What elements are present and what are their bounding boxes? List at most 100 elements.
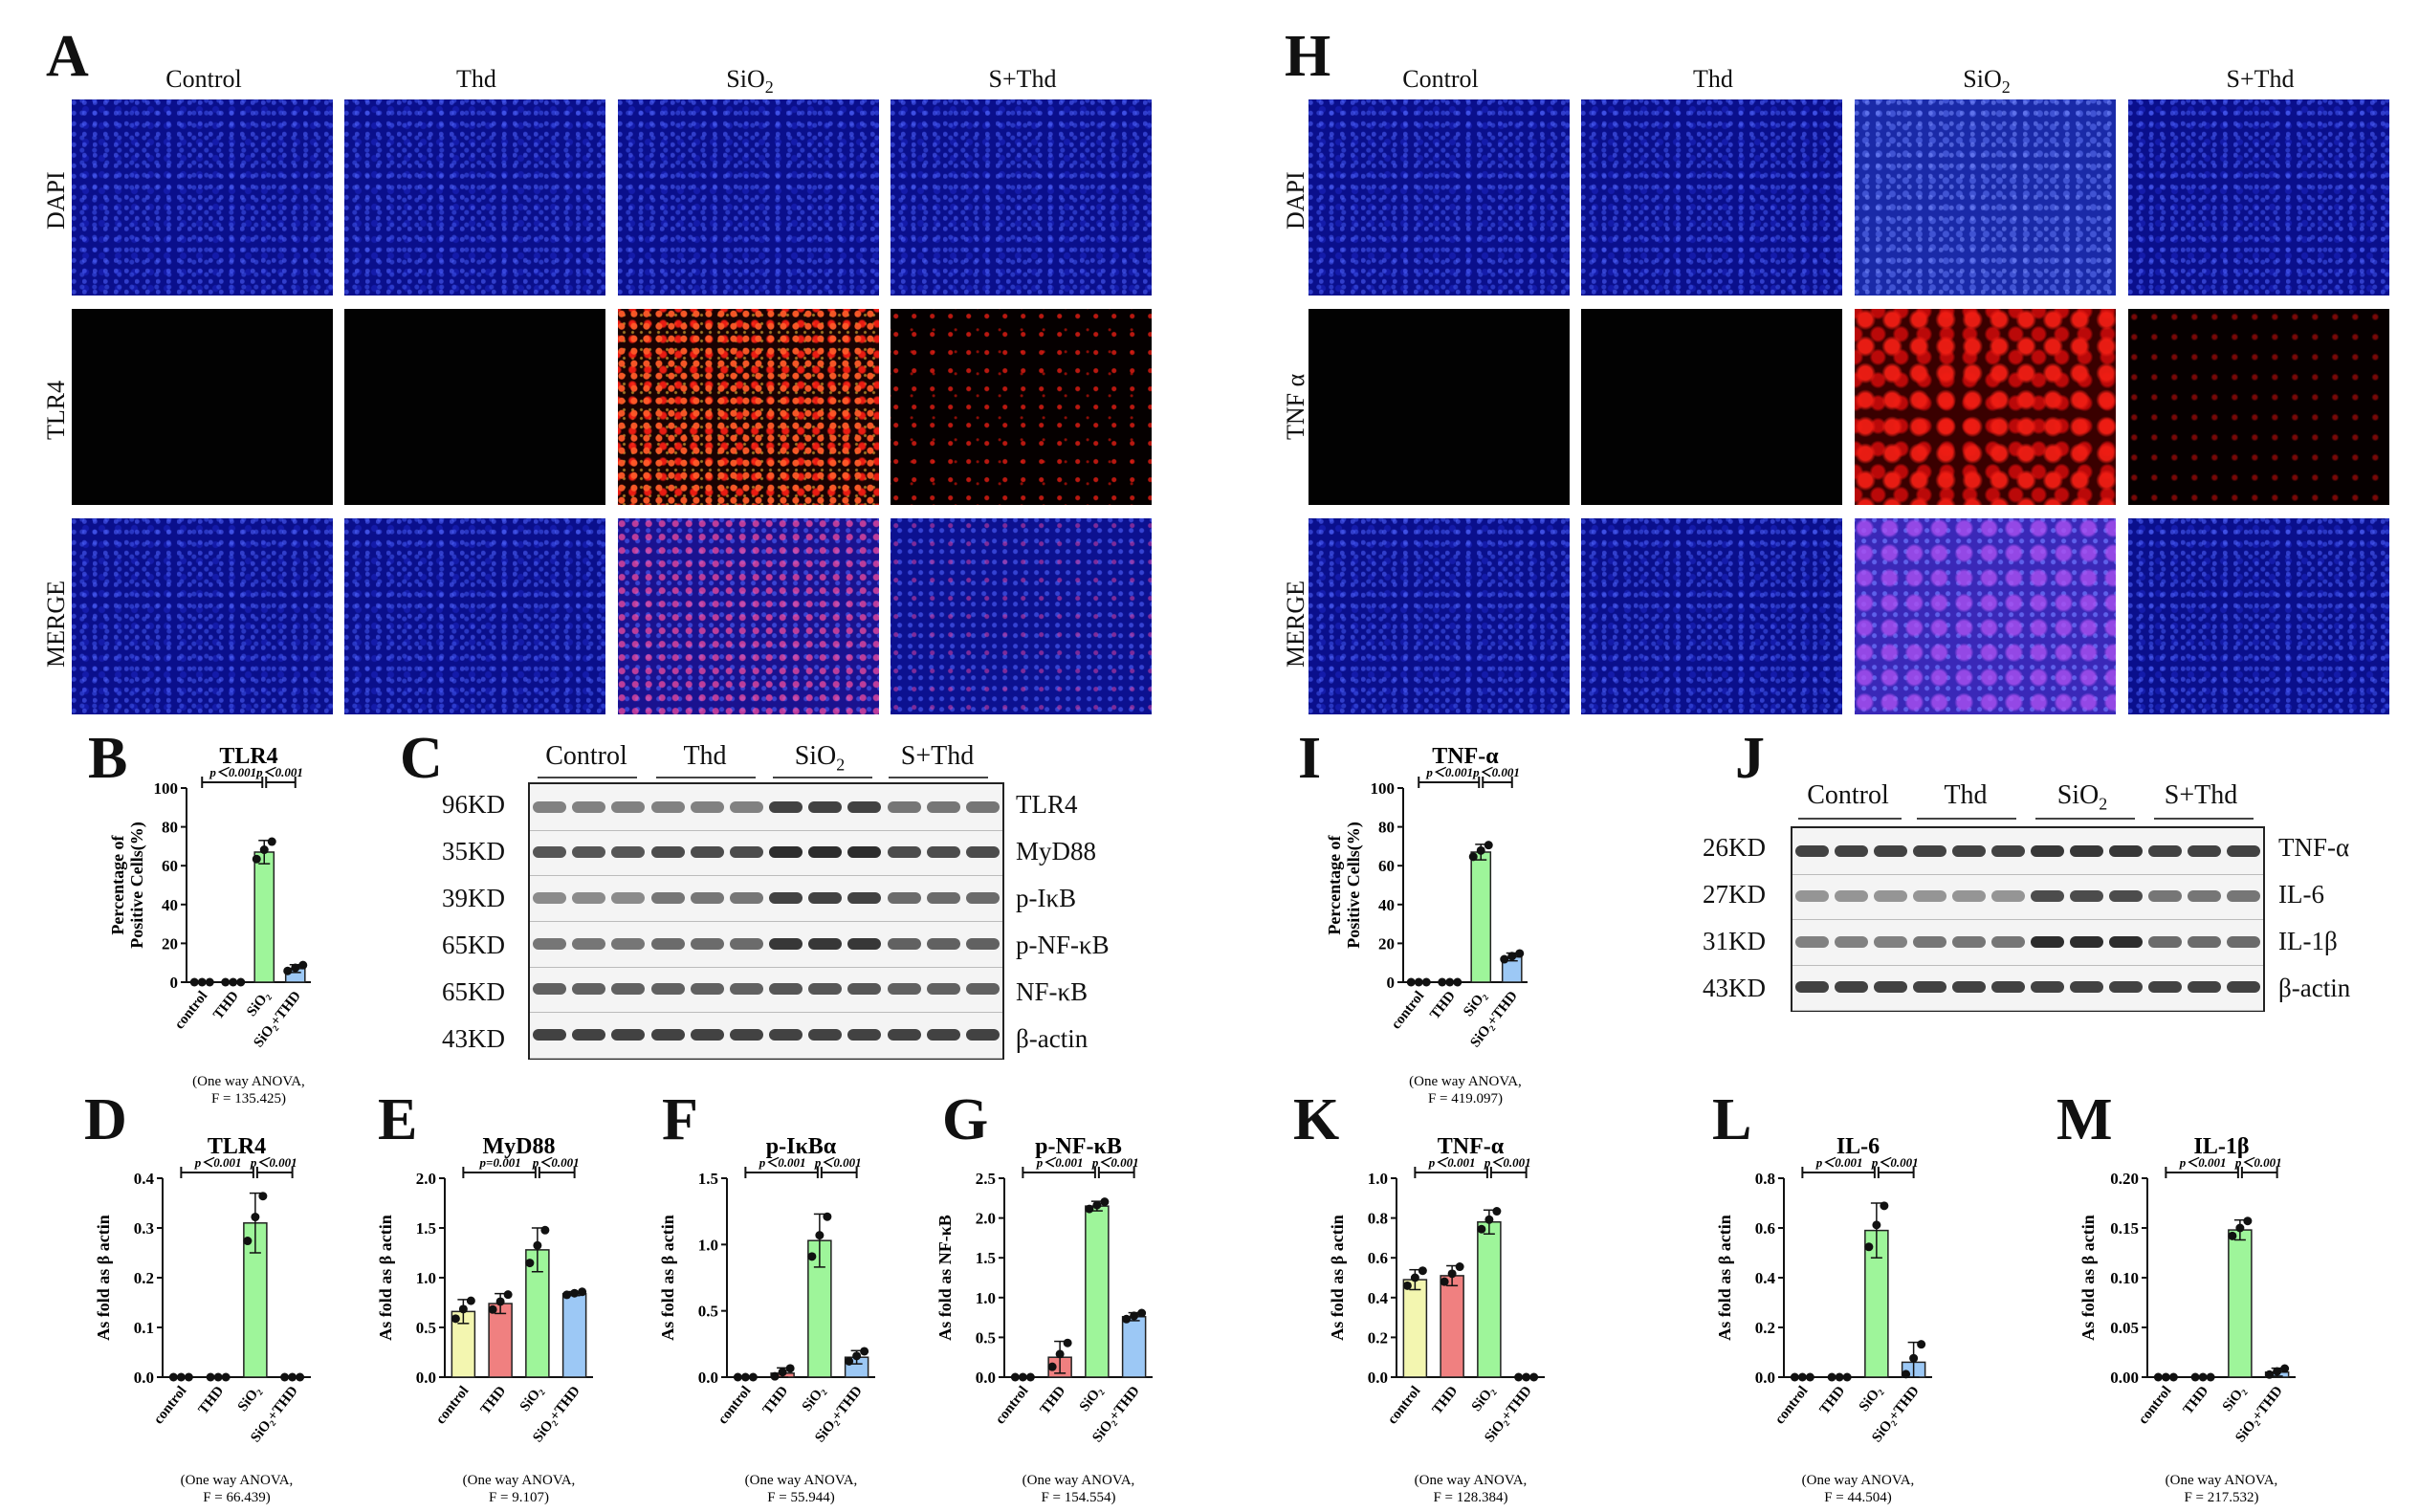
blot-band <box>533 892 567 905</box>
data-point <box>525 1259 535 1268</box>
image-dapi-control <box>72 99 333 296</box>
y-tick-label: 0.5 <box>698 1303 718 1321</box>
data-point <box>1880 1201 1889 1211</box>
x-tick-label: THD <box>478 1383 510 1417</box>
blot-band <box>690 1029 724 1041</box>
data-point <box>205 977 214 987</box>
blot-band <box>808 1029 843 1041</box>
anova-note: F = 217.532) <box>2184 1490 2258 1505</box>
data-point <box>2206 1372 2215 1382</box>
p-value-label: p＜0.001 <box>194 1155 242 1170</box>
data-point <box>1085 1204 1094 1214</box>
blot-band <box>1795 981 1829 994</box>
blot-band-row <box>1792 919 2263 966</box>
data-point <box>213 1372 223 1382</box>
blot-band <box>926 800 960 813</box>
blot-band <box>611 800 646 813</box>
blot-band-row <box>530 967 1002 1014</box>
blot-band <box>926 892 960 905</box>
blot-band <box>650 846 685 859</box>
x-tick-label: SiO₂ <box>244 988 274 1019</box>
anova-note: (One way ANOVA, <box>1409 1074 1522 1089</box>
data-point <box>1797 1372 1807 1382</box>
blot-band <box>729 892 763 905</box>
anova-note: (One way ANOVA, <box>745 1473 858 1488</box>
data-point <box>1440 1277 1449 1286</box>
blot-band-row <box>530 784 1002 831</box>
blot-band <box>2148 935 2182 948</box>
blot-band <box>887 800 921 813</box>
data-point <box>259 845 269 855</box>
col-label-s-thd: S+Thd <box>2226 65 2295 93</box>
data-point <box>1477 1224 1486 1234</box>
wb-group-thd: Thd <box>1944 780 1988 810</box>
anova-note: F = 9.107) <box>489 1490 549 1505</box>
x-tick-label: SiO₂ <box>235 1383 265 1414</box>
blot-band <box>533 846 567 859</box>
data-point <box>2168 1372 2178 1382</box>
blot-band <box>847 983 882 996</box>
data-point <box>466 1296 475 1305</box>
panel-letter-L: L <box>1712 1087 1752 1152</box>
image-merge-thd <box>344 518 605 714</box>
y-tick-label: 0.3 <box>134 1219 154 1238</box>
chart-B-tlr4-positive-cells: TLR4 Percentage ofPositive Cells(%) 0 20 40 6… <box>108 744 311 1107</box>
image-merge-s-thd <box>891 518 1152 714</box>
y-tick-label: 0.0 <box>698 1369 718 1387</box>
blot-band <box>1991 844 2025 857</box>
chart-title: TNF-α <box>1438 1134 1505 1159</box>
data-point <box>458 1304 468 1314</box>
panel-letter-J: J <box>1735 726 1765 791</box>
x-tick-label: THD <box>1038 1383 1069 1417</box>
row-label-tnf: TNF α <box>1282 373 1309 440</box>
image-tlr4-thd <box>344 309 605 505</box>
x-tick-label: control <box>433 1384 473 1428</box>
x-tick-label: THD <box>196 1383 228 1417</box>
panel-letter-F: F <box>662 1087 698 1152</box>
panel-letter-E: E <box>378 1087 418 1152</box>
blot-band-row <box>1792 874 2263 920</box>
wb-group-line <box>2154 818 2254 820</box>
p-value-label: p＜0.001 <box>1472 765 1520 779</box>
data-point <box>1100 1197 1110 1207</box>
blot-band <box>611 846 646 859</box>
bar <box>253 851 275 983</box>
y-tick-label: 0.15 <box>2110 1219 2139 1238</box>
blot-band <box>2031 935 2064 948</box>
data-point <box>1468 852 1478 862</box>
blot-band <box>650 1029 685 1041</box>
blot-band-row <box>530 921 1002 968</box>
image-tnf-control <box>1308 309 1570 505</box>
p-value-label: p＜0.001 <box>1425 765 1473 779</box>
data-point <box>495 1297 505 1306</box>
blot-band-row <box>530 875 1002 922</box>
image-dapi-control <box>1308 99 1570 296</box>
data-point <box>1130 1311 1139 1321</box>
panel-letter-B: B <box>88 726 128 791</box>
y-tick-label: 1.0 <box>1368 1170 1388 1188</box>
y-axis-label: As fold as β actin <box>376 1215 395 1341</box>
anova-note: (One way ANOVA, <box>2166 1473 2278 1488</box>
p-value-label: p＜0.001 <box>255 765 303 779</box>
data-point <box>860 1347 869 1356</box>
protein-label: IL-1β <box>2278 927 2338 955</box>
panel-letter-D: D <box>84 1087 127 1152</box>
data-point <box>1864 1242 1874 1252</box>
blot-band <box>769 892 803 905</box>
x-tick-label: SiO₂ <box>1461 988 1490 1019</box>
image-merge-control <box>1308 518 1570 714</box>
data-point <box>298 960 308 970</box>
wb-group-thd: Thd <box>683 741 727 771</box>
kd-label: 26KD <box>1703 833 1766 862</box>
y-tick-label: 1.0 <box>698 1236 718 1254</box>
data-point <box>785 1364 795 1373</box>
y-tick-label: 0.4 <box>134 1170 155 1188</box>
x-tick-label: control <box>2136 1384 2175 1428</box>
data-point <box>2273 1367 2282 1376</box>
image-dapi-thd <box>1581 99 1842 296</box>
blot-band <box>965 983 1000 996</box>
data-point <box>2153 1372 2163 1382</box>
bar <box>1477 1221 1502 1378</box>
protein-label: β-actin <box>1016 1024 1089 1053</box>
data-point <box>1418 1266 1427 1276</box>
